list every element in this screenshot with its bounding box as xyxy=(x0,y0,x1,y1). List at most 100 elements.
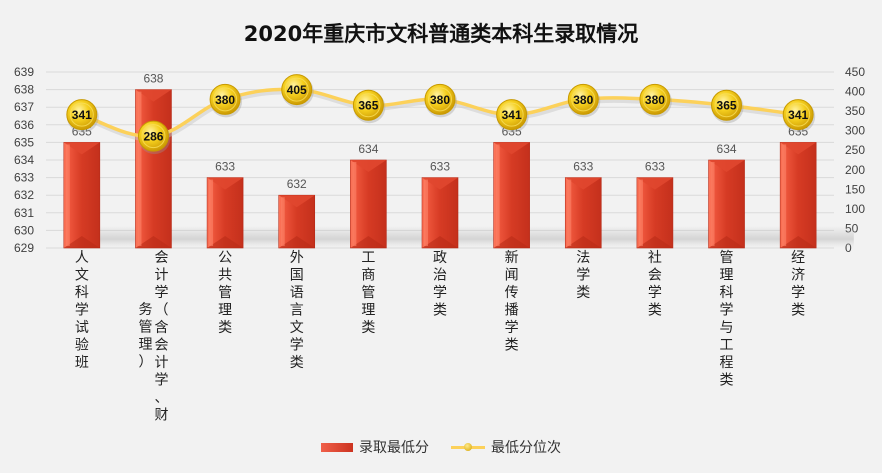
x-category-char: 国 xyxy=(290,268,304,284)
y-right-tick-label: 400 xyxy=(845,85,865,99)
bar-shadow xyxy=(740,226,783,248)
bar-bevel-bottom xyxy=(493,236,530,248)
rank-marker: 380 xyxy=(424,83,457,118)
x-category-char: 社 xyxy=(648,250,662,266)
x-category-char: 传 xyxy=(505,285,519,301)
x-category-char: （ xyxy=(154,303,168,319)
x-category-char: 学 xyxy=(648,285,662,301)
rank-marker-label: 405 xyxy=(287,83,307,97)
chart-title: 2020年重庆市文科普通类本科生录取情况 xyxy=(243,22,639,46)
bar-highlight xyxy=(782,144,787,246)
x-category-char: 务 xyxy=(138,302,152,318)
rank-marker: 405 xyxy=(281,74,314,108)
y-right-tick-label: 300 xyxy=(845,124,865,138)
bar-highlight xyxy=(567,179,572,246)
rank-marker-ring xyxy=(571,87,596,112)
x-category-char: 文 xyxy=(75,268,89,284)
rank-marker-ring xyxy=(284,77,309,102)
bar-bevel-top xyxy=(207,177,244,190)
x-category-char: 工 xyxy=(720,338,734,354)
bar-highlight xyxy=(495,144,500,246)
x-axis-categories: 人文科学试验班会计学（含会计学、财务管理）公共管理类外国语言文学类工商管理类政治… xyxy=(75,250,805,424)
bar xyxy=(708,159,745,249)
legend-item-bar[interactable]: 录取最低分 xyxy=(321,437,429,457)
bar-highlight xyxy=(280,197,285,246)
y-left-tick-label: 636 xyxy=(14,118,34,132)
x-category-char: 类 xyxy=(218,320,232,336)
x-category-char: 管 xyxy=(218,285,232,301)
x-category-char: 类 xyxy=(576,285,590,301)
x-category-char: 类 xyxy=(433,303,447,319)
x-category-char: 计 xyxy=(154,268,168,284)
bar-shadow xyxy=(525,226,568,248)
rank-marker: 341 xyxy=(496,99,529,133)
x-category-char: 类 xyxy=(361,320,375,336)
rank-marker-label: 380 xyxy=(573,93,593,107)
x-category-char: 班 xyxy=(75,355,89,371)
x-category-char: 学 xyxy=(576,268,590,284)
rank-marker: 365 xyxy=(711,89,744,124)
bar-value-label: 633 xyxy=(215,160,235,174)
legend: 录取最低分 最低分位次 xyxy=(0,437,882,457)
bar-highlight xyxy=(352,162,357,246)
x-category-char: 类 xyxy=(648,303,662,319)
rank-marker-label: 380 xyxy=(430,93,450,107)
bar xyxy=(779,142,817,249)
bar-bevel-top xyxy=(636,177,673,190)
bar-bevel-bottom xyxy=(63,236,100,248)
bar-bevel-bottom xyxy=(422,236,458,248)
rank-marker-ball xyxy=(711,89,743,121)
bar xyxy=(493,142,530,249)
x-category-char: 管 xyxy=(138,320,152,336)
bar-highlight xyxy=(710,162,715,246)
rank-marker-label: 380 xyxy=(645,93,665,107)
rank-marker-ball xyxy=(66,99,98,131)
y-left-tick-label: 631 xyxy=(14,206,34,220)
rank-marker-ball xyxy=(281,74,313,106)
bar-value-label: 633 xyxy=(645,160,665,174)
legend-item-line[interactable]: 最低分位次 xyxy=(451,437,561,457)
rank-marker-ring xyxy=(213,87,238,112)
bar-bevel-bottom xyxy=(708,236,745,248)
x-category-char: 共 xyxy=(218,268,232,284)
bar xyxy=(564,177,602,249)
legend-line-swatch xyxy=(451,442,485,451)
x-category-char: 人 xyxy=(75,250,89,266)
bar-bevel-bottom xyxy=(780,236,817,248)
x-category-char: 经 xyxy=(791,250,805,266)
bar-bevel-bottom xyxy=(636,236,673,248)
x-category-char: 学 xyxy=(720,303,734,319)
x-category-char: 科 xyxy=(75,285,89,301)
rank-marker-ball xyxy=(424,83,456,115)
bar-value-label: 632 xyxy=(287,177,307,191)
y-left-tick-label: 635 xyxy=(14,135,34,149)
y-right-tick-label: 450 xyxy=(845,65,865,79)
rank-marker-label: 365 xyxy=(358,99,378,113)
rank-marker-label: 286 xyxy=(143,130,163,144)
bar-bevel-top xyxy=(278,195,315,208)
bar-value-label: 633 xyxy=(430,160,450,174)
rank-marker-label: 341 xyxy=(788,108,808,122)
rank-marker-ball xyxy=(567,83,599,115)
x-category-char: 新 xyxy=(505,250,519,266)
bar-bevel-top xyxy=(422,177,458,190)
y-right-tick-label: 100 xyxy=(845,202,865,216)
rank-marker-ball xyxy=(782,99,814,131)
rank-marker: 365 xyxy=(352,89,386,124)
bar-highlight xyxy=(137,91,142,246)
x-category-char: 类 xyxy=(505,338,519,354)
bar-bevel-bottom xyxy=(207,236,244,248)
y-left-tick-label: 638 xyxy=(14,83,34,97)
bar-shadow xyxy=(95,226,138,248)
rank-marker-ball xyxy=(352,89,384,121)
x-category-char: 会 xyxy=(154,250,168,266)
bar-shadow xyxy=(454,226,496,248)
bar xyxy=(350,159,387,249)
